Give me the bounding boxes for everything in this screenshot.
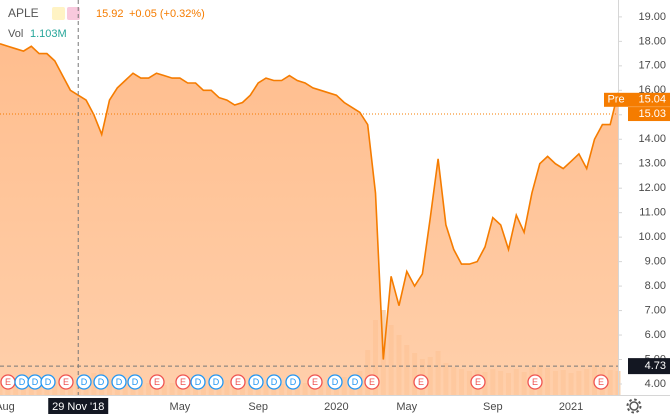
pre-price: 15.04: [638, 94, 666, 106]
event-marker: [347, 374, 363, 390]
y-tick-label: 11.00: [639, 207, 666, 219]
y-tick-label: 18.00: [638, 35, 666, 47]
last-price-badge: [628, 107, 670, 122]
event-marker: [190, 374, 206, 390]
y-tick-label: 19.00: [638, 11, 666, 23]
event-marker: [593, 374, 609, 390]
event-label: E: [180, 377, 186, 387]
event-label: E: [418, 377, 424, 387]
event-marker: [40, 374, 56, 390]
event-marker: [285, 374, 301, 390]
y-tick-label: 7.00: [645, 304, 666, 316]
x-tick-label: 29 Nov '18: [52, 401, 104, 413]
last-price: 15.03: [638, 108, 666, 120]
y-tick-label: 6.00: [645, 329, 666, 341]
event-marker: [93, 374, 109, 390]
event-marker: [307, 374, 323, 390]
event-label: D: [290, 377, 297, 387]
event-marker: [527, 374, 543, 390]
event-label: E: [598, 377, 604, 387]
settings-icon[interactable]: [626, 398, 642, 414]
event-label: D: [271, 377, 278, 387]
event-label: E: [63, 377, 69, 387]
x-tick-label: Sep: [483, 401, 503, 413]
pre-label: Pre: [607, 94, 624, 106]
y-tick-label: 14.00: [638, 133, 666, 145]
volume-value: 1.103M: [30, 28, 67, 40]
event-label: D: [213, 377, 220, 387]
x-tick-label: 2021: [559, 401, 583, 413]
event-marker: [230, 374, 246, 390]
x-tick-label: 2020: [324, 401, 348, 413]
event-marker: [327, 374, 343, 390]
area: [0, 43, 618, 396]
event-label: D: [32, 377, 39, 387]
event-label: D: [332, 377, 339, 387]
y-tick-label: 8.00: [645, 280, 666, 292]
event-marker: [248, 374, 264, 390]
symbol: APLE: [8, 6, 39, 20]
event-label: D: [81, 377, 88, 387]
event-marker: [76, 374, 92, 390]
event-label: D: [195, 377, 202, 387]
event-label: D: [253, 377, 260, 387]
event-marker: [175, 374, 191, 390]
event-marker: [111, 374, 127, 390]
event-label: E: [5, 377, 11, 387]
event-label: D: [352, 377, 359, 387]
event-label: D: [116, 377, 123, 387]
event-marker: [413, 374, 429, 390]
x-tick-label: May: [396, 401, 417, 413]
y-tick-label: 4.00: [645, 378, 666, 390]
event-marker: [149, 374, 165, 390]
event-marker: [266, 374, 282, 390]
event-label: E: [235, 377, 241, 387]
price: 15.92: [96, 8, 124, 20]
event-label: D: [98, 377, 105, 387]
y-tick-label: 12.00: [638, 182, 666, 194]
icon: [52, 7, 65, 20]
event-marker: [58, 374, 74, 390]
crosshair-date-badge: [48, 398, 109, 414]
pre-price-badge: [628, 92, 670, 107]
event-label: D: [132, 377, 139, 387]
event-marker: [364, 374, 380, 390]
event-label: D: [19, 377, 26, 387]
event-label: E: [532, 377, 538, 387]
event-marker: [470, 374, 486, 390]
event-marker: [208, 374, 224, 390]
event-marker: [127, 374, 143, 390]
y-tick-label: 9.00: [645, 256, 666, 268]
pre-badge: [604, 92, 628, 107]
event-label: E: [369, 377, 375, 387]
x-tick-label: May: [170, 401, 191, 413]
y-tick-label: 17.00: [638, 60, 666, 72]
crosshair-price-badge: [628, 358, 670, 375]
event-label: E: [475, 377, 481, 387]
x-tick-label: Aug: [0, 401, 15, 413]
crosshair-price: 4.73: [645, 360, 666, 372]
change: +0.05 (+0.32%): [129, 8, 205, 20]
y-tick-label: 13.00: [638, 158, 666, 170]
event-label: E: [312, 377, 318, 387]
y-tick-label: 10.00: [638, 231, 666, 243]
price-line: [0, 43, 619, 360]
event-label: D: [45, 377, 52, 387]
icon: [67, 7, 80, 20]
x-tick-label: Sep: [248, 401, 268, 413]
event-label: E: [154, 377, 160, 387]
volume-name: Vol: [8, 28, 23, 40]
